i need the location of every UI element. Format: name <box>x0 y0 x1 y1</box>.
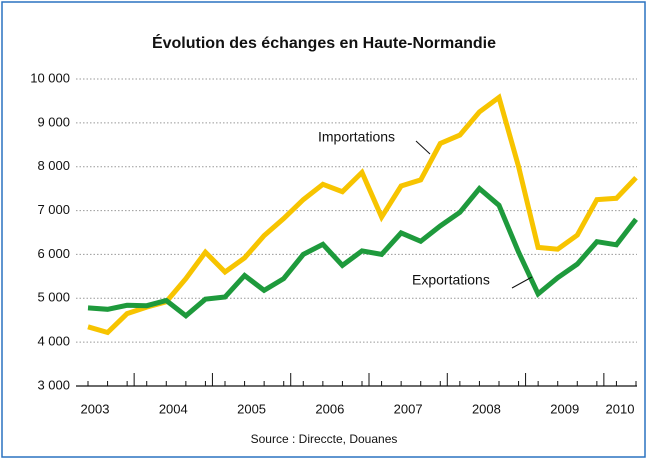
y-tick-label: 3 000 <box>37 377 70 392</box>
y-tick-label: 6 000 <box>37 246 70 261</box>
leader-line <box>415 140 431 155</box>
y-tick-label: 10 000 <box>30 70 70 85</box>
x-tick-label: 2009 <box>550 401 579 416</box>
source: Source : Direccte, Douanes <box>251 432 398 446</box>
y-tick-label: 8 000 <box>37 158 70 173</box>
series-label: Exportations <box>412 272 490 288</box>
x-tick-label: 2008 <box>472 401 501 416</box>
y-tick-label: 5 000 <box>37 290 70 305</box>
series-line <box>87 185 638 320</box>
x-tick-label: 2005 <box>237 401 266 416</box>
x-tick-label: 2010 <box>606 401 635 416</box>
y-tick-label: 9 000 <box>37 114 70 129</box>
series-line <box>87 93 638 336</box>
x-tick-label: 2004 <box>159 401 188 416</box>
x-tick-label: 2006 <box>315 401 344 416</box>
chart-title: Évolution des échanges en Haute-Normandi… <box>152 33 496 52</box>
x-tick-label: 2003 <box>81 401 110 416</box>
y-tick-label: 7 000 <box>37 202 70 217</box>
leader-line <box>511 276 533 289</box>
series-label: Importations <box>318 129 395 145</box>
y-tick-label: 4 000 <box>37 334 70 349</box>
x-tick-label: 2007 <box>394 401 423 416</box>
